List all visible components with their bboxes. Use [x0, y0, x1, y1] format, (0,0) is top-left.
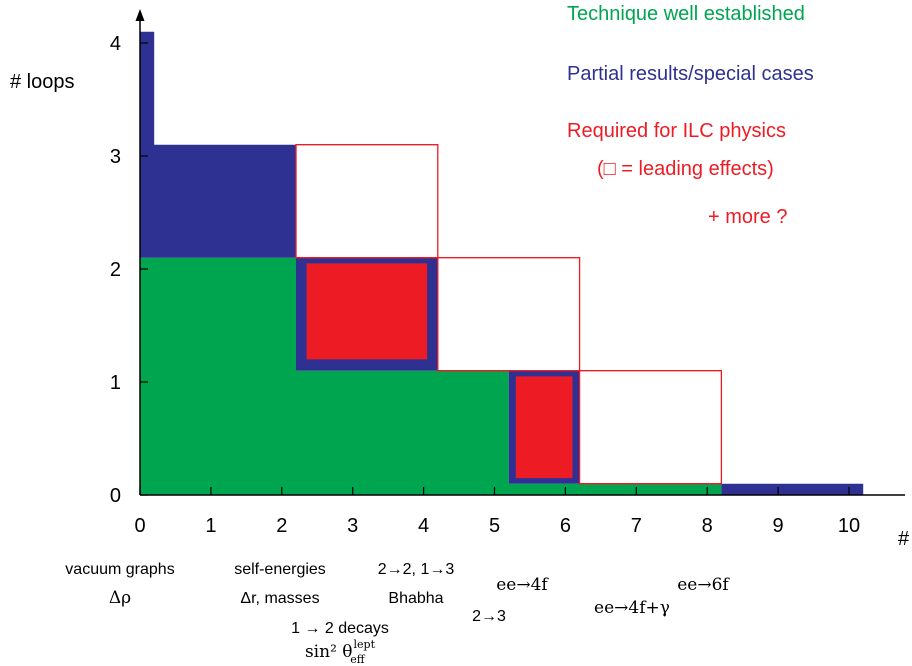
x-tick-label: 9	[773, 515, 784, 537]
legend-entry-3: (□ = leading effects)	[597, 158, 774, 180]
ticks-layer: 0 1 2 3 4 5 6 7 8 9 10 0 1 2 3 4	[110, 33, 860, 537]
legend-entry-1: Partial results/special cases	[567, 63, 814, 85]
y-tick-label: 0	[110, 485, 121, 507]
x-tick-label: 0	[134, 515, 145, 537]
y-tick-label: 4	[110, 33, 121, 55]
y-tick-label: 3	[110, 146, 121, 168]
region-required-outline-9	[578, 370, 723, 485]
annotation-11: ee→6f	[677, 575, 730, 595]
region-established-filled-0	[140, 257, 722, 495]
legend: Technique well established Partial result…	[567, 3, 814, 228]
annotation-8: 2→3	[472, 608, 506, 625]
x-axis-label: #	[898, 528, 910, 550]
annotations: vacuum graphs Δρ self-energies Δr, masses 1 …	[65, 561, 730, 666]
annotation-2: self-energies	[234, 561, 326, 578]
x-tick-label: 1	[205, 515, 216, 537]
legend-entry-0: Technique well established	[567, 3, 805, 25]
x-tick-label: 8	[702, 515, 713, 537]
regions-layer	[140, 31, 864, 495]
region-required-filled-6	[515, 376, 573, 479]
y-tick-label: 1	[110, 372, 121, 394]
annotation-6: 2→2, 1→3	[378, 561, 455, 578]
annotation-5: sin² θlept eff	[305, 638, 376, 666]
x-tick-label: 6	[560, 515, 571, 537]
annotation-3: Δr, masses	[240, 590, 319, 607]
y-axis-arrow-icon	[135, 9, 145, 21]
region-partial-filled-1	[140, 31, 296, 258]
annotation-0: vacuum graphs	[65, 561, 174, 578]
x-tick-label: 4	[418, 515, 429, 537]
y-axis-label: # loops	[10, 71, 75, 93]
y-tick-label: 2	[110, 259, 121, 281]
region-required-outline-7	[295, 144, 439, 259]
annotation-9: ee→4f	[496, 575, 549, 595]
region-required-outline-8	[437, 257, 581, 372]
annotation-1: Δρ	[109, 588, 131, 608]
x-tick-label: 5	[489, 515, 500, 537]
x-tick-label: 2	[276, 515, 287, 537]
legend-entry-4: + more ?	[708, 206, 787, 228]
x-tick-label: 7	[631, 515, 642, 537]
annotation-7: Bhabha	[388, 590, 443, 607]
x-tick-label: 10	[838, 515, 860, 537]
region-required-filled-4	[306, 263, 428, 360]
annotation-4: 1 → 2 decays	[291, 620, 389, 637]
annotation-10: ee→4f+γ	[594, 598, 670, 618]
legend-entry-2: Required for ILC physics	[567, 120, 786, 142]
region-partial-filled-2	[721, 483, 864, 495]
x-tick-label: 3	[347, 515, 358, 537]
